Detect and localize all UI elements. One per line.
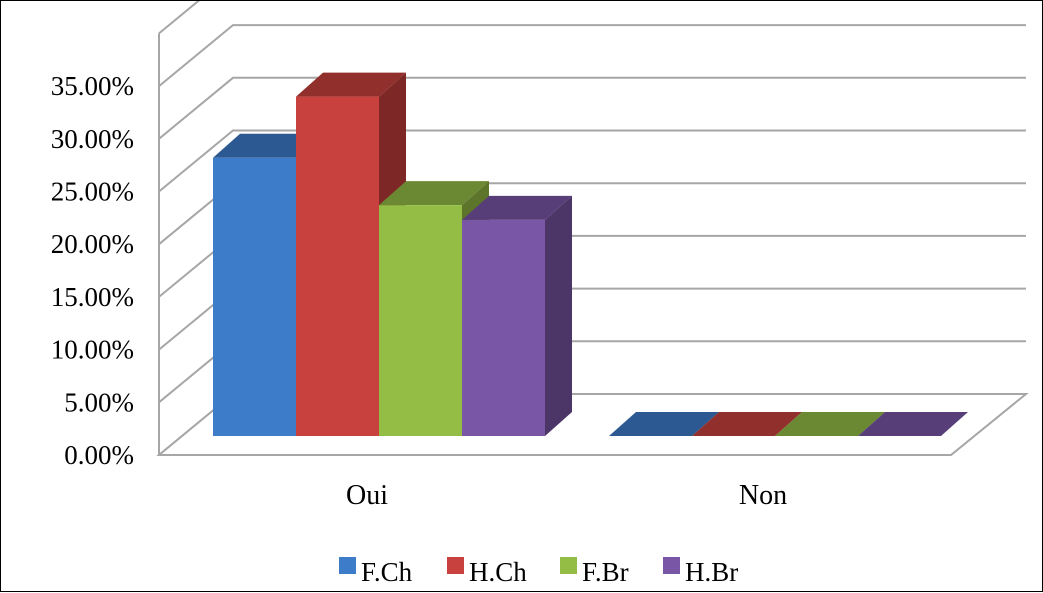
y-tick-label: 20.00% (51, 229, 134, 259)
bar-non-hbr (858, 412, 968, 436)
legend-swatch (560, 557, 577, 574)
category-label: Oui (346, 480, 388, 511)
bar-top (775, 412, 885, 436)
gridline (158, 24, 1026, 87)
y-tick-label: 25.00% (51, 177, 134, 207)
bar-top (692, 412, 802, 436)
y-tick-label: 0.00% (64, 440, 134, 470)
bar-top (296, 72, 406, 97)
bar-front (296, 96, 379, 436)
y-tick-label: 35.00% (51, 71, 134, 101)
bar-non-fbr (775, 412, 885, 436)
bar-front (379, 205, 462, 436)
gridline (158, 76, 1026, 140)
gridline (158, 1, 200, 35)
bar-oui-hbr (462, 195, 572, 436)
bar-front (462, 219, 545, 436)
y-tick-labels: 0.00% 5.00% 10.00% 15.00% 20.00% 25.00% 30.00%… (51, 71, 134, 470)
bar-oui-hch (296, 72, 406, 436)
legend-swatch (447, 557, 464, 574)
bar-non-fch (609, 412, 719, 436)
legend-item: H.Ch (447, 557, 527, 587)
legend-item: F.Ch (339, 557, 413, 587)
bar-top (213, 133, 323, 158)
legend-item: H.Br (663, 557, 738, 587)
legend-label: H.Ch (469, 557, 527, 587)
legend-label: F.Br (582, 557, 629, 587)
bar-top (462, 195, 572, 220)
y-tick-label: 5.00% (64, 387, 134, 417)
chart-legend: F.Ch H.Ch F.Br H.Br (339, 557, 738, 587)
legend-label: F.Ch (361, 557, 413, 587)
legend-item: F.Br (560, 557, 629, 587)
bar-top (379, 181, 489, 206)
gridline (158, 129, 1026, 193)
legend-swatch (339, 557, 356, 574)
legend-label: H.Br (685, 557, 738, 587)
bar-side (545, 195, 572, 436)
y-tick-label: 15.00% (51, 282, 134, 312)
category-labels: Oui Non (346, 480, 787, 511)
bar-front (213, 157, 296, 436)
chart-bars (213, 72, 968, 436)
bar-non-hch (692, 412, 802, 436)
legend-swatch (663, 557, 680, 574)
y-tick-label: 30.00% (51, 124, 134, 154)
y-tick-label: 10.00% (51, 335, 134, 365)
bar-top (858, 412, 968, 436)
bar-top (609, 412, 719, 436)
category-label: Non (739, 480, 787, 511)
